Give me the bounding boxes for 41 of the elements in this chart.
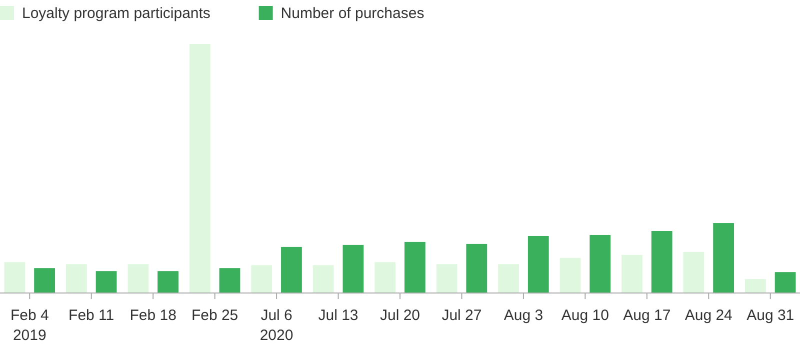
bar (745, 279, 766, 293)
x-tick-label: Feb 18 (130, 307, 176, 324)
bar (66, 264, 87, 293)
bar (96, 271, 117, 293)
bar (622, 254, 642, 293)
x-tick-label: Aug 24 (684, 307, 732, 324)
bar (774, 272, 796, 293)
bar (590, 234, 611, 293)
x-tick-label: Feb 25 (191, 307, 238, 324)
bar (281, 246, 302, 293)
x-tick-label: Aug 31 (746, 307, 794, 324)
x-tick-label: Jul 27 (442, 307, 482, 324)
bar (251, 265, 272, 293)
bar (4, 262, 26, 293)
bar (436, 264, 458, 293)
bar (713, 223, 734, 293)
x-tick-label: Aug 17 (623, 307, 671, 324)
x-tick-label: Aug 3 (504, 307, 544, 324)
bar (466, 244, 488, 293)
bar (342, 244, 364, 293)
x-tick-label: Jul 20 (380, 307, 420, 324)
x-tick-label: Feb 11 (68, 307, 114, 324)
bar (651, 231, 672, 293)
legend-label: Loyalty program participants (22, 5, 210, 22)
bar (158, 271, 178, 293)
bar (404, 242, 426, 293)
bar (128, 264, 149, 293)
bar (528, 236, 549, 293)
bar (374, 262, 396, 293)
legend-label: Number of purchases (280, 5, 424, 22)
x-tick-label: Aug 10 (561, 307, 609, 324)
x-tick-label: Jul 13 (318, 307, 358, 324)
bar (498, 264, 519, 293)
x-tick-label: Jul 6 2020 (260, 307, 294, 344)
bar (683, 252, 704, 293)
x-tick-label: Feb 4 2019 (10, 307, 49, 344)
bar (34, 268, 55, 293)
bar (560, 258, 581, 293)
bar (219, 268, 240, 293)
bar (189, 44, 210, 293)
bar (312, 265, 334, 293)
